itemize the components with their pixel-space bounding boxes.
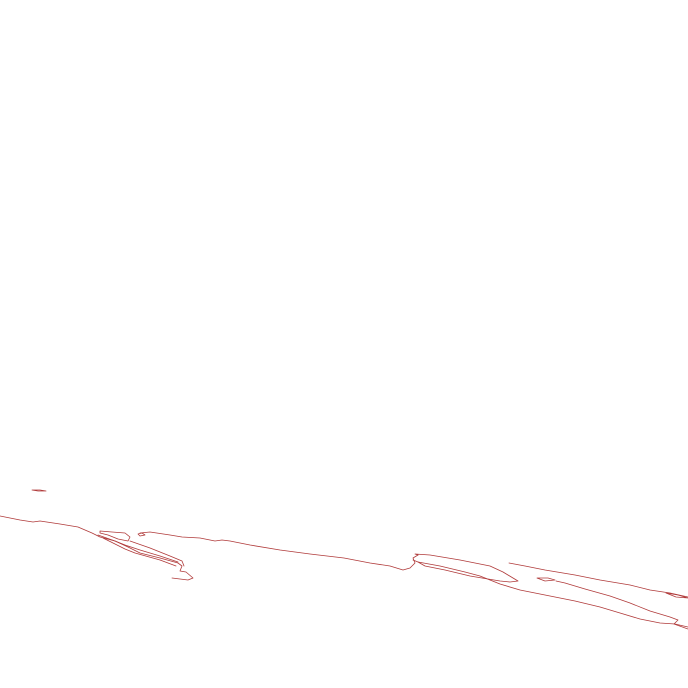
coastline-northeast (508, 562, 688, 598)
islet-east (536, 577, 556, 582)
lagoon-loop-west (99, 530, 131, 542)
coastline-group (0, 489, 688, 630)
coastline-east (555, 580, 688, 630)
islet-west-small (137, 532, 146, 537)
islet-northwest (31, 489, 47, 492)
main-coastline-north (0, 515, 179, 563)
coastline-segment-central (139, 531, 419, 571)
spit-west (97, 534, 194, 581)
islet-far-east (665, 592, 688, 599)
peninsula-central (412, 553, 519, 583)
main-coastline-south (417, 561, 688, 628)
